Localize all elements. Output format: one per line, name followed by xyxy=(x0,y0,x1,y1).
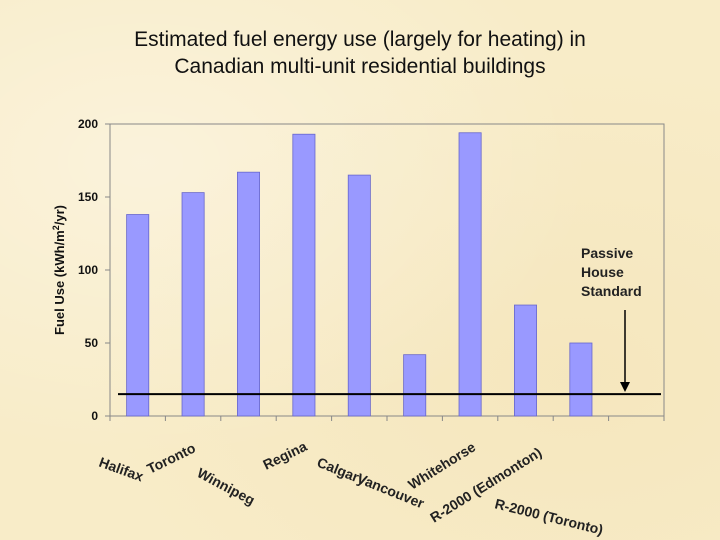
y-tick-label: 150 xyxy=(78,190,98,204)
bar xyxy=(569,342,593,417)
category-label: Winnipeg xyxy=(195,465,258,509)
y-axis-label: Fuel Use (kWh/m2/yr) xyxy=(51,205,67,335)
passive-house-label-line-3: Standard xyxy=(581,283,642,299)
passive-house-label: Passive House Standard xyxy=(581,245,642,299)
bars xyxy=(126,132,593,417)
y-tick-label: 0 xyxy=(91,409,98,423)
passive-house-label-line-1: Passive xyxy=(581,245,633,261)
bar xyxy=(514,304,537,417)
y-axis-label-tail: /yr) xyxy=(52,205,67,225)
bar xyxy=(403,354,427,417)
annotation-arrowhead xyxy=(620,382,630,392)
chart-title-line-2: Canadian multi-unit residential building… xyxy=(174,55,546,78)
category-label: Regina xyxy=(260,438,309,473)
x-axis-ticks xyxy=(109,416,665,421)
y-tick-label: 100 xyxy=(78,263,98,277)
bar xyxy=(181,192,205,417)
bar xyxy=(458,132,482,417)
category-label: R-2000 (Toronto) xyxy=(493,495,605,537)
y-axis-label-main: Fuel Use (kWh/m xyxy=(52,230,67,335)
category-label: Halifax xyxy=(97,454,146,485)
chart-title: Estimated fuel energy use (largely for h… xyxy=(60,26,660,80)
category-label: Whitehorse xyxy=(405,438,478,492)
bar xyxy=(292,133,316,417)
passive-house-label-line-2: House xyxy=(581,264,624,280)
y-axis-label-sup: 2 xyxy=(51,225,61,230)
bar xyxy=(347,174,371,417)
chart-title-line-1: Estimated fuel energy use (largely for h… xyxy=(134,28,586,51)
y-axis-ticks: 0 50 100 150 200 xyxy=(78,117,110,423)
y-tick-label: 50 xyxy=(85,336,99,350)
y-tick-label: 200 xyxy=(78,117,98,131)
bar xyxy=(237,171,260,417)
category-label: Toronto xyxy=(144,440,198,477)
bar xyxy=(126,214,150,417)
